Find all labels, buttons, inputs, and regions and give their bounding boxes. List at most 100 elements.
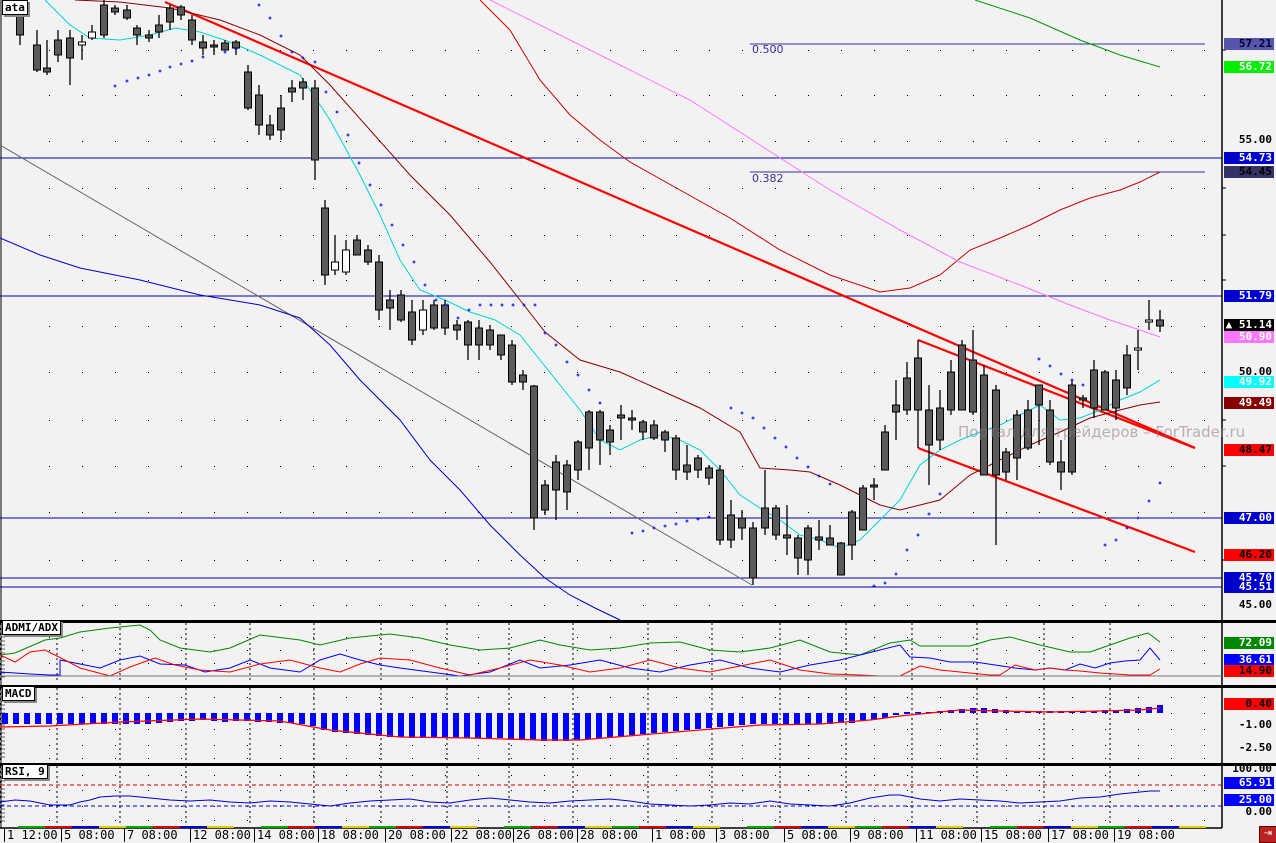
candle — [66, 37, 74, 59]
candle — [761, 507, 769, 529]
candle — [749, 527, 757, 579]
macd-bar — [398, 713, 404, 737]
time-axis-label: 17 08:00 — [1048, 828, 1109, 842]
candle — [188, 19, 196, 41]
macd-bar — [90, 713, 96, 724]
candle — [221, 42, 229, 51]
candle — [903, 377, 911, 411]
macd-bar — [871, 713, 877, 720]
candle — [892, 404, 900, 413]
candle — [1057, 461, 1065, 473]
indicator-line — [0, 790, 1160, 807]
macd-bar — [596, 713, 602, 738]
macd-bar — [508, 713, 514, 739]
arrow-right-icon: ⇥ — [1263, 828, 1273, 839]
macd-bar — [409, 713, 415, 738]
price-tag: 72.09 — [1224, 637, 1274, 649]
candle — [497, 334, 505, 356]
time-axis-label: 19 08:00 — [1114, 828, 1175, 842]
panel-divider — [0, 763, 1276, 766]
candle — [1123, 354, 1131, 389]
candle — [210, 44, 218, 48]
candle — [364, 249, 372, 263]
macd-bar — [79, 713, 85, 724]
candle — [804, 527, 812, 561]
macd-bar — [431, 713, 437, 738]
candle — [1068, 384, 1076, 473]
candle — [563, 464, 571, 493]
macd-bar — [838, 713, 844, 723]
time-axis-label: 11 08:00 — [916, 828, 977, 842]
macd-bar — [662, 713, 668, 732]
candle — [1046, 409, 1054, 463]
grid — [0, 50, 1205, 826]
macd-bar — [860, 713, 866, 721]
candle — [1013, 414, 1021, 459]
macd-bar — [552, 713, 558, 741]
fib-level-label: 0.382 — [752, 172, 784, 185]
macd-bar — [420, 713, 426, 738]
price-tag: 49.92 — [1224, 376, 1274, 388]
candle — [353, 239, 361, 256]
candle — [794, 537, 802, 559]
time-axis-label: 26 08:00 — [513, 828, 574, 842]
macd-bar — [915, 712, 921, 714]
indicator-line — [0, 707, 1161, 741]
candle — [859, 487, 867, 531]
macd-bar — [574, 713, 580, 740]
panel-divider — [0, 685, 1276, 688]
macd-bar — [684, 713, 690, 730]
macd-bar — [299, 713, 305, 724]
price-tag: 54.45 — [1224, 166, 1274, 178]
candle — [311, 87, 319, 161]
axis-tick-label: -2.50 — [1238, 741, 1272, 754]
macd-bar — [794, 713, 800, 724]
macd-bar — [519, 713, 525, 740]
candle — [947, 371, 955, 411]
candle — [255, 94, 263, 126]
price-tag: 45.51 — [1224, 581, 1274, 593]
time-axis-label: 5 08:00 — [784, 828, 838, 842]
price-tag: 56.72 — [1224, 61, 1274, 73]
macd-bar — [200, 713, 206, 720]
candle — [980, 374, 988, 476]
macd-bar — [453, 713, 459, 738]
macd-bar — [376, 713, 382, 736]
macd-bar — [1113, 710, 1119, 713]
axis-tick-label: 0.00 — [1245, 805, 1273, 818]
price-tag: 57.21 — [1224, 38, 1274, 50]
price-tag: 48.47 — [1224, 444, 1274, 456]
macd-bar — [772, 713, 778, 724]
candle — [661, 431, 669, 441]
macd-bar — [530, 713, 536, 740]
candle — [88, 31, 96, 39]
time-axis-label: 7 08:00 — [124, 828, 178, 842]
macd-bar — [442, 713, 448, 738]
candle — [1156, 319, 1164, 327]
indicator-line — [917, 446, 1196, 554]
time-axis-label: 18 08:00 — [318, 828, 379, 842]
panel-divider — [0, 620, 1276, 623]
watermark: Портал для трейдеров – ForTrader.ru — [958, 423, 1246, 441]
candle — [166, 7, 174, 23]
candle — [232, 41, 240, 49]
candle — [606, 429, 614, 443]
macd-bar — [497, 713, 503, 738]
adx-panel-label: ADMI/ADX — [2, 620, 61, 635]
indicator-line — [164, 0, 1196, 450]
candle — [837, 542, 845, 576]
candle — [78, 41, 86, 46]
macd-bar — [68, 713, 74, 724]
candle — [453, 324, 461, 331]
candle — [925, 409, 933, 446]
candle — [397, 294, 405, 321]
macd-bar — [849, 713, 855, 723]
scroll-to-end-button[interactable]: ⇥ — [1259, 826, 1276, 843]
macd-bar — [255, 713, 261, 722]
price-tag: 50.90 — [1224, 331, 1274, 343]
axis-tick-label: 50.00 — [1238, 365, 1272, 378]
axis-tick-label: 55.00 — [1238, 133, 1272, 146]
candle — [199, 41, 207, 49]
time-axis-label: 3 08:00 — [716, 828, 770, 842]
